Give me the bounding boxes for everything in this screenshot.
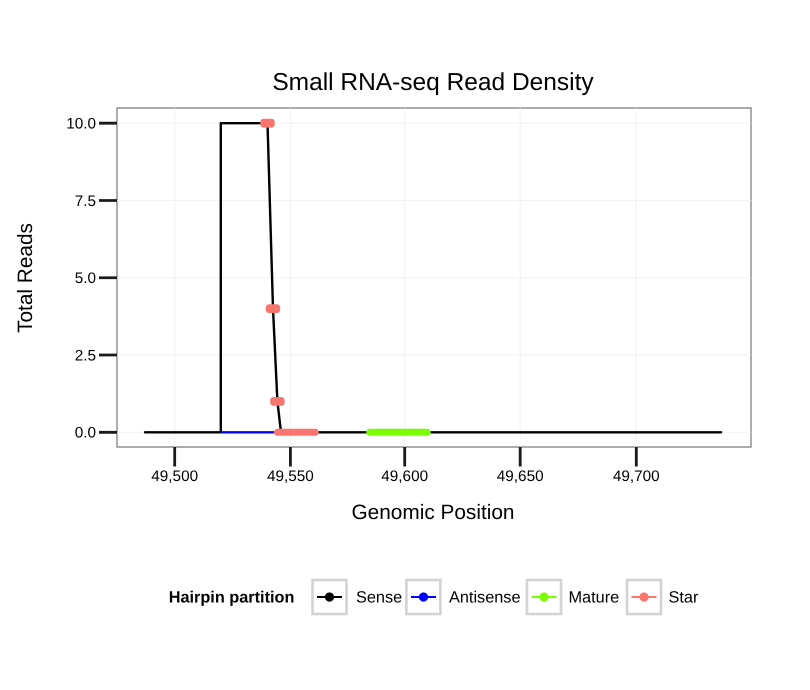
svg-text:Hairpin partition: Hairpin partition — [169, 589, 295, 607]
svg-text:Mature: Mature — [569, 589, 620, 607]
svg-text:Antisense: Antisense — [449, 589, 521, 607]
svg-text:Star: Star — [669, 589, 699, 607]
svg-text:Sense: Sense — [356, 589, 402, 607]
